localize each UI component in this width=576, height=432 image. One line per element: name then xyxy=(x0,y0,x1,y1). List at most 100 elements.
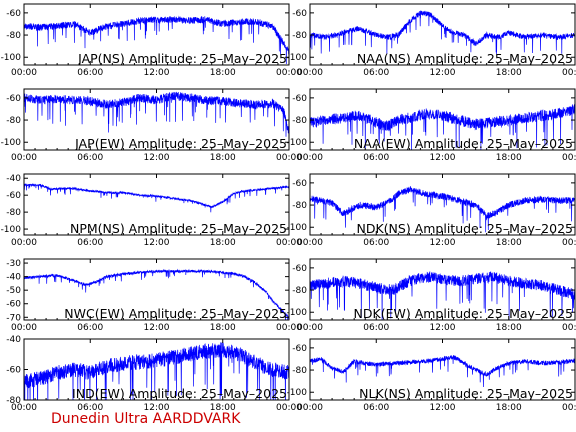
y-tick-label: -50 xyxy=(6,286,21,296)
x-tick-label: 18:00 xyxy=(210,403,236,413)
x-tick-label: 12:00 xyxy=(144,323,170,333)
x-tick-label: 06:00 xyxy=(363,403,389,413)
chart-title: NLK(NS) Amplitude: 25–May–2025 xyxy=(359,386,573,401)
series-line xyxy=(310,354,575,388)
x-tick-label: 18:00 xyxy=(210,238,236,248)
y-tick-label: -60 xyxy=(6,191,21,201)
y-tick-label: -80 xyxy=(292,366,307,376)
y-tick-label: -100 xyxy=(287,223,308,233)
x-tick-label: 12:00 xyxy=(430,238,456,248)
x-tick-label: 00:00 xyxy=(297,238,323,248)
series-line xyxy=(24,15,289,65)
x-tick-label: 06:00 xyxy=(363,153,389,163)
chart-panel: 00:00 06:00 12:00 18:00 00:00-80-60-40IND(EW… xyxy=(6,335,302,413)
y-tick-label: -80 xyxy=(6,116,21,126)
x-tick-label: 06:00 xyxy=(363,323,389,333)
x-tick-label: 00:00 xyxy=(276,403,302,413)
x-tick-label: 00:00 xyxy=(11,403,37,413)
chart-panel: 00:00 06:00 12:00 18:00 00:00 -100 -80 -60 NAA(E… xyxy=(287,88,576,163)
series-line xyxy=(24,91,289,137)
series-line xyxy=(310,103,575,150)
x-tick-label: 12:00 xyxy=(430,153,456,163)
chart-title: JAP(EW) Amplitude: 25–May–2025 xyxy=(74,136,287,151)
y-tick-label: -80 xyxy=(292,116,307,126)
x-tick-label: 00:00 xyxy=(562,323,576,333)
y-tick-label: -60 xyxy=(6,366,21,376)
series-line xyxy=(310,271,575,320)
station-footer: Dunedin Ultra AARDDVARK xyxy=(51,411,241,427)
chart-panel: 00:00 06:00 12:00 18:00 00:00 -100 -80 -60 JAP(N… xyxy=(1,3,302,78)
chart-panel: 00:00 06:00 12:00 18:00 00:00 -100 -80 -60 JAP(E… xyxy=(1,88,302,163)
y-tick-label: -100 xyxy=(287,388,308,398)
x-tick-label: 00:00 xyxy=(276,238,302,248)
y-tick-label: -100 xyxy=(1,225,22,235)
x-tick-label: 00:00 xyxy=(297,323,323,333)
x-tick-label: 00:00 xyxy=(562,403,576,413)
chart-title: NAA(EW) Amplitude: 25–May–2025 xyxy=(354,136,573,151)
y-tick-label: -80 xyxy=(6,396,21,406)
x-tick-label: 12:00 xyxy=(144,403,170,413)
x-tick-label: 00:00 xyxy=(276,153,302,163)
y-tick-label: -100 xyxy=(1,138,22,148)
chart-title: NDK(NS) Amplitude: 25–May–2025 xyxy=(357,221,574,236)
series-line xyxy=(310,185,575,233)
y-tick-label: -80 xyxy=(292,286,307,296)
x-tick-label: 06:00 xyxy=(363,238,389,248)
series-line xyxy=(24,268,289,320)
x-tick-label: 06:00 xyxy=(77,238,103,248)
x-tick-label: 00:00 xyxy=(297,68,323,78)
chart-title: IND(EW) Amplitude: 25–May–2025 xyxy=(72,386,287,401)
chart-panel: 00:00 06:00 12:00 18:00 00:00 -100 -80 -60 NDK(E… xyxy=(287,258,576,333)
y-tick-label: -40 xyxy=(6,273,21,283)
series-line xyxy=(24,183,289,213)
x-tick-label: 12:00 xyxy=(144,153,170,163)
x-tick-label: 00:00 xyxy=(562,68,576,78)
x-tick-label: 18:00 xyxy=(496,68,522,78)
y-tick-label: -60 xyxy=(292,264,307,274)
y-tick-label: -80 xyxy=(292,201,307,211)
x-tick-label: 18:00 xyxy=(496,403,522,413)
x-tick-label: 06:00 xyxy=(77,68,103,78)
x-tick-label: 00:00 xyxy=(276,68,302,78)
x-tick-label: 06:00 xyxy=(363,68,389,78)
x-tick-label: 06:00 xyxy=(77,403,103,413)
x-tick-label: 12:00 xyxy=(430,68,456,78)
chart-title: JAP(NS) Amplitude: 25–May–2025 xyxy=(77,51,287,66)
series-line xyxy=(310,10,575,55)
x-tick-label: 12:00 xyxy=(144,238,170,248)
chart-panel: 00:00 06:00 12:00 18:00 00:00 -100 -80 -60 NDK(N… xyxy=(287,173,576,248)
x-tick-label: 06:00 xyxy=(77,153,103,163)
x-tick-label: 12:00 xyxy=(430,323,456,333)
x-tick-label: 00:00 xyxy=(562,238,576,248)
y-tick-label: -60 xyxy=(292,344,307,354)
chart-panel: 00:00 06:00 12:00 18:00 00:00 -100 -80 -60 -40 NP… xyxy=(1,173,302,248)
y-tick-label: -80 xyxy=(292,31,307,41)
y-tick-label: -60 xyxy=(292,94,307,104)
x-tick-label: 18:00 xyxy=(496,238,522,248)
y-tick-label: -100 xyxy=(287,53,308,63)
y-tick-label: -70 xyxy=(6,313,21,323)
x-tick-label: 00:00 xyxy=(11,323,37,333)
y-tick-label: -60 xyxy=(6,94,21,104)
chart-panel: 00:00 06:00 12:00 18:00 00:00 -100 -80 -60 NLK(N… xyxy=(287,338,576,413)
x-tick-label: 00:00 xyxy=(11,68,37,78)
chart-panel: 00:00 06:00 12:00 18:00 00:00-70-60-50-40-30… xyxy=(6,258,302,333)
x-tick-label: 18:00 xyxy=(496,153,522,163)
y-tick-label: -40 xyxy=(6,335,21,345)
x-tick-label: 00:00 xyxy=(276,323,302,333)
x-tick-label: 06:00 xyxy=(77,323,103,333)
x-tick-label: 00:00 xyxy=(297,403,323,413)
y-tick-label: -40 xyxy=(6,174,21,184)
y-tick-label: -100 xyxy=(1,53,22,63)
y-tick-label: -80 xyxy=(6,31,21,41)
y-tick-label: -60 xyxy=(292,9,307,19)
y-tick-label: -100 xyxy=(287,138,308,148)
chart-panel: 00:00 06:00 12:00 18:00 00:00 -100 -80 -60 NAA(N… xyxy=(287,3,576,78)
y-tick-label: -30 xyxy=(6,259,21,269)
x-tick-label: 00:00 xyxy=(562,153,576,163)
y-tick-label: -60 xyxy=(6,9,21,19)
x-tick-label: 00:00 xyxy=(11,153,37,163)
y-tick-label: -60 xyxy=(6,300,21,310)
x-tick-label: 12:00 xyxy=(144,68,170,78)
